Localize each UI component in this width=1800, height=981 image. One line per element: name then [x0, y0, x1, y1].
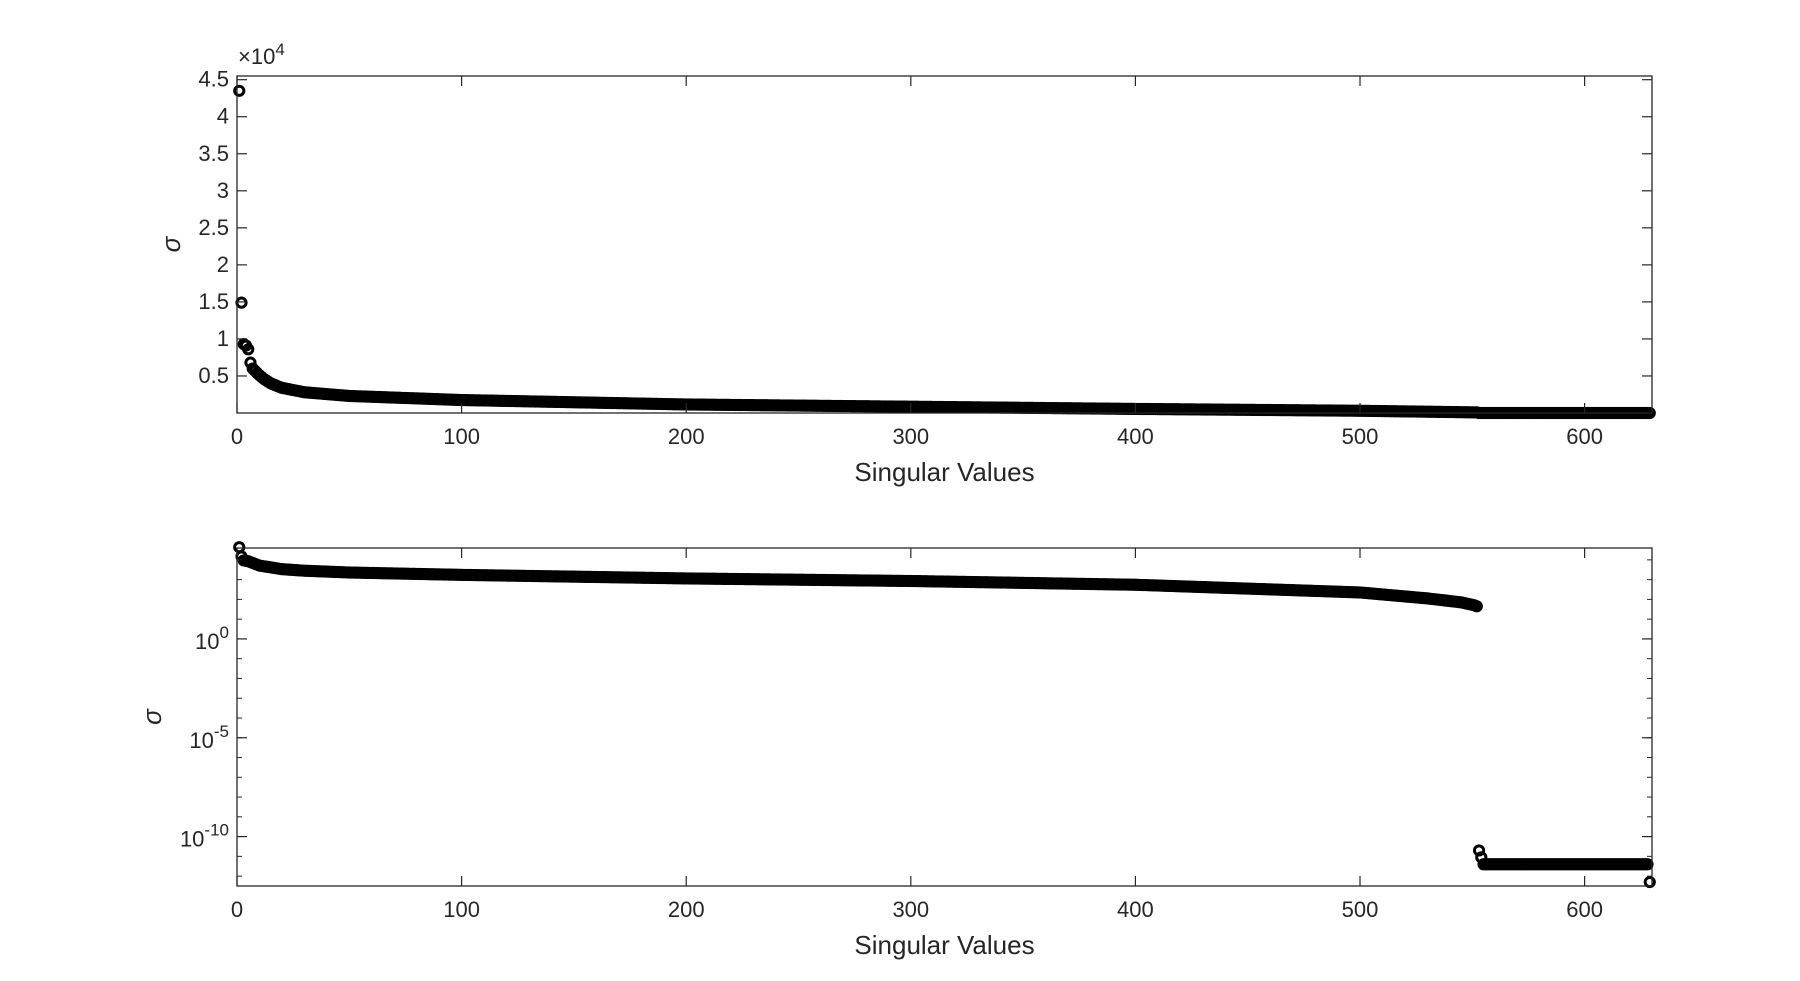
linear-x-tick-label: 200	[668, 424, 705, 449]
linear-y-tick-label: 1.5	[198, 289, 229, 314]
linear-y-axis-label: σ	[156, 235, 186, 252]
log-axes-box	[236, 547, 1653, 887]
log-y-tick-labels: 100 10-5 10-10	[180, 623, 229, 852]
linear-scatter-panel: 0 100 200 300 400 500 600 0.511.522.533.544.5 …	[156, 40, 1656, 487]
log-x-tick-label: 600	[1566, 897, 1603, 922]
linear-axes-box	[236, 75, 1653, 414]
linear-y-exponent-label: ×104	[238, 40, 285, 69]
log-y-tick-label: 10-10	[180, 821, 229, 852]
log-data-point	[1470, 600, 1483, 613]
linear-x-tick-label: 0	[231, 424, 243, 449]
linear-data-point	[242, 343, 255, 356]
linear-y-tick-label: 2	[217, 252, 229, 277]
linear-data-markers	[233, 84, 1656, 420]
linear-x-tick-label: 600	[1566, 424, 1603, 449]
log-x-tick-labels: 0 100 200 300 400 500 600	[231, 897, 1603, 922]
log-data-markers	[233, 541, 1656, 889]
log-x-tick-label: 0	[231, 897, 243, 922]
linear-y-tick-label: 1	[217, 326, 229, 351]
linear-x-tick-label: 500	[1342, 424, 1379, 449]
log-x-tick-label: 200	[668, 897, 705, 922]
linear-y-tick-label: 3	[217, 178, 229, 203]
log-y-axis-label: σ	[137, 708, 167, 725]
linear-x-tick-label: 300	[892, 424, 929, 449]
linear-y-tick-label: 4	[217, 104, 229, 129]
log-scatter-panel: 0 100 200 300 400 500 600 100 10-5 10-10 Singula…	[137, 541, 1656, 960]
linear-y-tick-label: 0.5	[198, 363, 229, 388]
linear-y-tick-labels: 0.5 1 1.5 2 2.5 3 3.5 4 4.5	[198, 67, 229, 388]
linear-y-tick-label: 2.5	[198, 215, 229, 240]
log-x-axis-label: Singular Values	[854, 930, 1034, 960]
linear-y-tick-label: 3.5	[198, 141, 229, 166]
linear-data-point	[233, 84, 246, 97]
linear-x-tick-label: 400	[1117, 424, 1154, 449]
log-y-tick-label: 10-5	[189, 722, 229, 753]
linear-x-tick-labels: 0 100 200 300 400 500 600	[231, 424, 1603, 449]
log-data-point	[1472, 844, 1486, 857]
log-x-tick-label: 100	[443, 897, 480, 922]
linear-x-axis-label: Singular Values	[854, 457, 1034, 487]
log-x-tick-label: 300	[892, 897, 929, 922]
linear-y-tick-label: 4.5	[198, 67, 229, 92]
log-y-tick-label: 100	[195, 623, 229, 654]
log-x-tick-label: 400	[1117, 897, 1154, 922]
linear-x-tick-label: 100	[443, 424, 480, 449]
log-x-tick-label: 500	[1342, 897, 1379, 922]
